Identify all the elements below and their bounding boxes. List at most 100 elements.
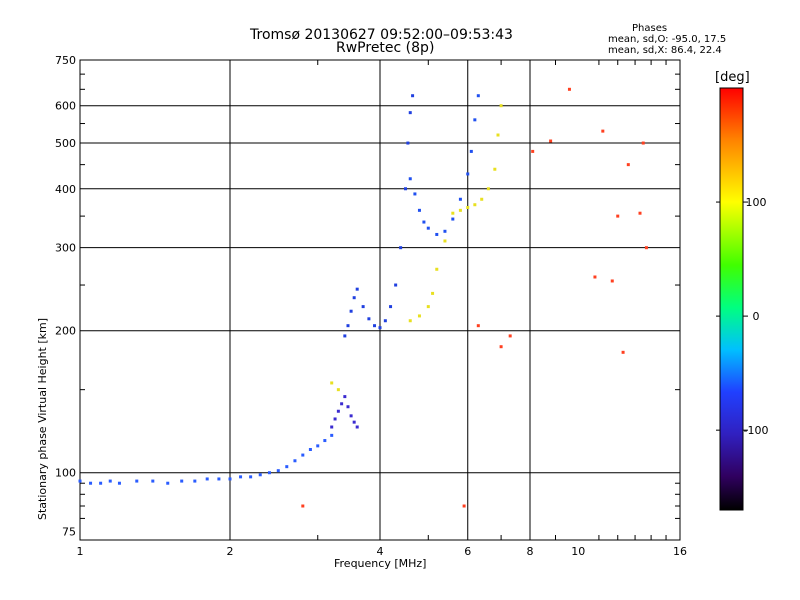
data-point (499, 104, 503, 108)
data-point (340, 402, 344, 406)
data-point (493, 167, 497, 171)
data-point (406, 141, 410, 145)
data-point (466, 206, 470, 210)
chart-title: Tromsø 20130627 09:52:00–09:53:43 (250, 27, 513, 43)
data-point (355, 287, 359, 291)
data-point (239, 475, 243, 479)
data-point (408, 319, 412, 323)
data-point (308, 447, 312, 451)
data-point (293, 459, 297, 463)
data-point (301, 453, 305, 457)
data-point (89, 481, 93, 485)
data-point (473, 203, 477, 207)
data-point (443, 229, 447, 233)
data-point (638, 211, 642, 215)
data-point (403, 187, 407, 191)
colorbar-tick-label: 100 (746, 196, 767, 209)
data-point (473, 118, 477, 122)
data-point (426, 305, 430, 309)
data-point (644, 246, 648, 250)
data-point (621, 350, 625, 354)
data-point (336, 409, 340, 413)
data-point (336, 388, 340, 392)
x-tick-label: 10 (571, 545, 585, 558)
data-point (117, 481, 121, 485)
x-tick-label: 16 (673, 545, 687, 558)
data-point (367, 317, 371, 321)
data-point (408, 177, 412, 181)
phases-heading: Phases (632, 23, 668, 34)
data-point (435, 267, 439, 271)
data-point (462, 504, 466, 508)
data-point (228, 477, 232, 481)
colorbar-unit-label: [deg] (715, 70, 750, 85)
data-point (426, 226, 430, 230)
data-point (343, 395, 347, 399)
data-point (466, 172, 470, 176)
data-point (399, 246, 403, 250)
data-point (451, 217, 455, 221)
data-point (417, 314, 421, 318)
data-point (333, 417, 337, 421)
data-point (349, 414, 353, 418)
y-tick-label: 200 (55, 325, 76, 338)
data-point (180, 479, 184, 483)
data-point (343, 334, 347, 338)
data-point (549, 139, 553, 143)
data-point (151, 479, 155, 483)
data-point (323, 439, 327, 443)
x-tick-label: 1 (77, 545, 84, 558)
data-point (346, 405, 350, 409)
data-point (496, 133, 500, 137)
data-point (610, 279, 614, 283)
data-point (349, 309, 353, 313)
data-point (330, 381, 334, 385)
data-point (330, 433, 334, 437)
data-point (166, 481, 170, 485)
y-tick-label: 400 (55, 183, 76, 196)
data-point (508, 334, 512, 338)
data-point (499, 345, 503, 349)
data-point (394, 283, 398, 287)
data-point (443, 239, 447, 243)
data-point (451, 211, 455, 215)
data-point (378, 326, 382, 330)
x-tick-label: 4 (377, 545, 384, 558)
phases-o-stats: mean, sd,O: -95.0, 17.5 (608, 34, 727, 45)
data-point (486, 187, 490, 191)
data-point (408, 111, 412, 115)
data-point (373, 324, 377, 328)
colorbar-tick-label: -100 (744, 424, 769, 437)
data-point (411, 94, 415, 98)
y-tick-label: 600 (55, 100, 76, 113)
data-point (267, 471, 271, 475)
x-tick-label: 2 (227, 545, 234, 558)
data-point (476, 324, 480, 328)
data-point (593, 275, 597, 279)
data-point (301, 504, 305, 508)
data-point (413, 192, 417, 196)
data-point (641, 141, 645, 145)
data-point (355, 425, 359, 429)
data-point (476, 94, 480, 98)
data-point (361, 305, 365, 309)
data-point (78, 479, 82, 483)
data-point (435, 232, 439, 236)
y-tick-label: 500 (55, 137, 76, 150)
data-point (99, 481, 103, 485)
x-axis-label: Frequency [MHz] (334, 557, 427, 570)
data-point (346, 324, 350, 328)
phases-x-stats: mean, sd,X: 86.4, 22.4 (608, 45, 722, 56)
data-point (458, 197, 462, 201)
chart-subtitle: RwPretec (8p) (336, 40, 435, 56)
data-point (458, 208, 462, 212)
data-point (469, 149, 473, 153)
data-point (205, 477, 209, 481)
data-point (193, 479, 197, 483)
data-point (258, 473, 262, 477)
data-point (616, 214, 620, 218)
data-point (531, 149, 535, 153)
x-tick-label: 6 (464, 545, 471, 558)
colorbar-tick-label: 0 (753, 310, 760, 323)
